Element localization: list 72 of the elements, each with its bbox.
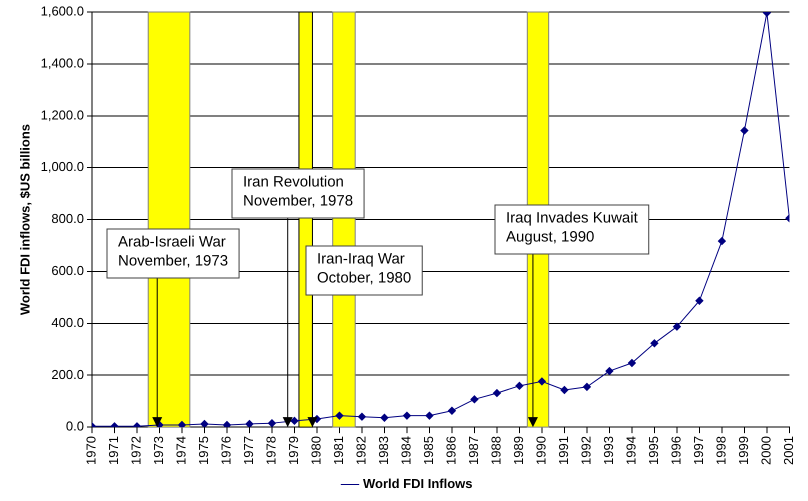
point xyxy=(492,389,501,398)
point xyxy=(582,382,591,391)
x-tick-label: 1983 xyxy=(376,436,392,465)
point xyxy=(740,126,748,135)
x-tick-label: 2001 xyxy=(780,436,796,465)
y-tick-label: 1,400.0 xyxy=(40,55,84,70)
x-tick-label: 1980 xyxy=(308,436,324,465)
y-axis-title: World FDI inflows, $US billions xyxy=(17,124,32,316)
x-tick-label: 1976 xyxy=(218,436,234,465)
y-tick-label: 800.0 xyxy=(51,211,84,226)
point xyxy=(695,296,704,305)
point xyxy=(200,420,208,428)
x-tick-label: 1984 xyxy=(398,436,414,465)
x-tick-label: 1994 xyxy=(623,436,638,465)
point xyxy=(672,322,681,331)
point xyxy=(605,367,614,376)
x-tick-label: 1974 xyxy=(174,436,189,465)
x-tick-label: 1979 xyxy=(286,436,302,465)
x-tick-label: 1989 xyxy=(511,436,526,465)
x-tick-label: 2000 xyxy=(758,436,774,465)
x-tick-label: 1992 xyxy=(578,436,594,465)
y-tick-label: 1,000.0 xyxy=(40,159,84,174)
x-tick-label: 1999 xyxy=(736,436,751,465)
x-tick-label: 1970 xyxy=(84,436,99,465)
point xyxy=(335,412,344,420)
x-tick-label: 1987 xyxy=(466,436,482,465)
annotation: Arab-Israeli War November, 1973 xyxy=(118,234,228,270)
point xyxy=(538,377,546,386)
x-tick-label: 1991 xyxy=(556,436,571,465)
x-tick-label: 1993 xyxy=(600,436,616,465)
x-tick-label: 1977 xyxy=(241,436,256,465)
legend-label: World FDI Inflows xyxy=(362,476,473,492)
annotation: Iran Revolution November, 1978 xyxy=(243,174,354,210)
y-tick-label: 0.0 xyxy=(66,418,84,434)
x-tick-label: 1998 xyxy=(713,436,728,465)
x-tick-label: 1985 xyxy=(421,436,436,465)
annotation: Iraq Invades Kuwait August, 1990 xyxy=(506,210,639,246)
y-tick-label: 200.0 xyxy=(51,366,84,382)
y-tick-label: 1,200.0 xyxy=(40,107,84,122)
y-tick-label: 400.0 xyxy=(51,314,84,330)
x-tick-label: 1978 xyxy=(264,436,279,465)
x-tick-label: 1971 xyxy=(106,436,122,465)
point xyxy=(290,416,298,425)
x-tick-label: 1990 xyxy=(534,436,549,465)
point xyxy=(402,412,411,420)
y-tick-label: 1,600.0 xyxy=(40,4,84,19)
point xyxy=(515,382,524,390)
point xyxy=(650,339,658,348)
y-tick-label: 600.0 xyxy=(51,263,84,278)
point xyxy=(178,421,186,428)
point xyxy=(380,414,388,422)
x-tick-label: 1972 xyxy=(128,436,144,465)
point xyxy=(222,421,231,428)
point xyxy=(448,406,456,415)
x-tick-label: 1995 xyxy=(646,436,661,465)
annotation: Iran-Iraq War October, 1980 xyxy=(317,250,412,287)
point xyxy=(718,237,726,246)
x-tick-label: 1996 xyxy=(668,436,684,465)
x-tick-label: 1973 xyxy=(151,436,166,465)
point xyxy=(268,419,276,428)
point xyxy=(425,412,434,420)
x-tick-label: 1975 xyxy=(196,436,212,465)
point xyxy=(470,395,478,404)
x-tick-label: 1981 xyxy=(331,436,346,465)
x-tick-label: 1988 xyxy=(488,436,504,465)
x-tick-label: 1986 xyxy=(444,436,459,465)
x-tick-label: 1982 xyxy=(354,436,369,465)
x-tick-label: 1997 xyxy=(690,436,706,465)
point xyxy=(560,386,568,394)
point xyxy=(628,359,636,367)
point xyxy=(358,412,366,421)
point xyxy=(245,420,254,428)
